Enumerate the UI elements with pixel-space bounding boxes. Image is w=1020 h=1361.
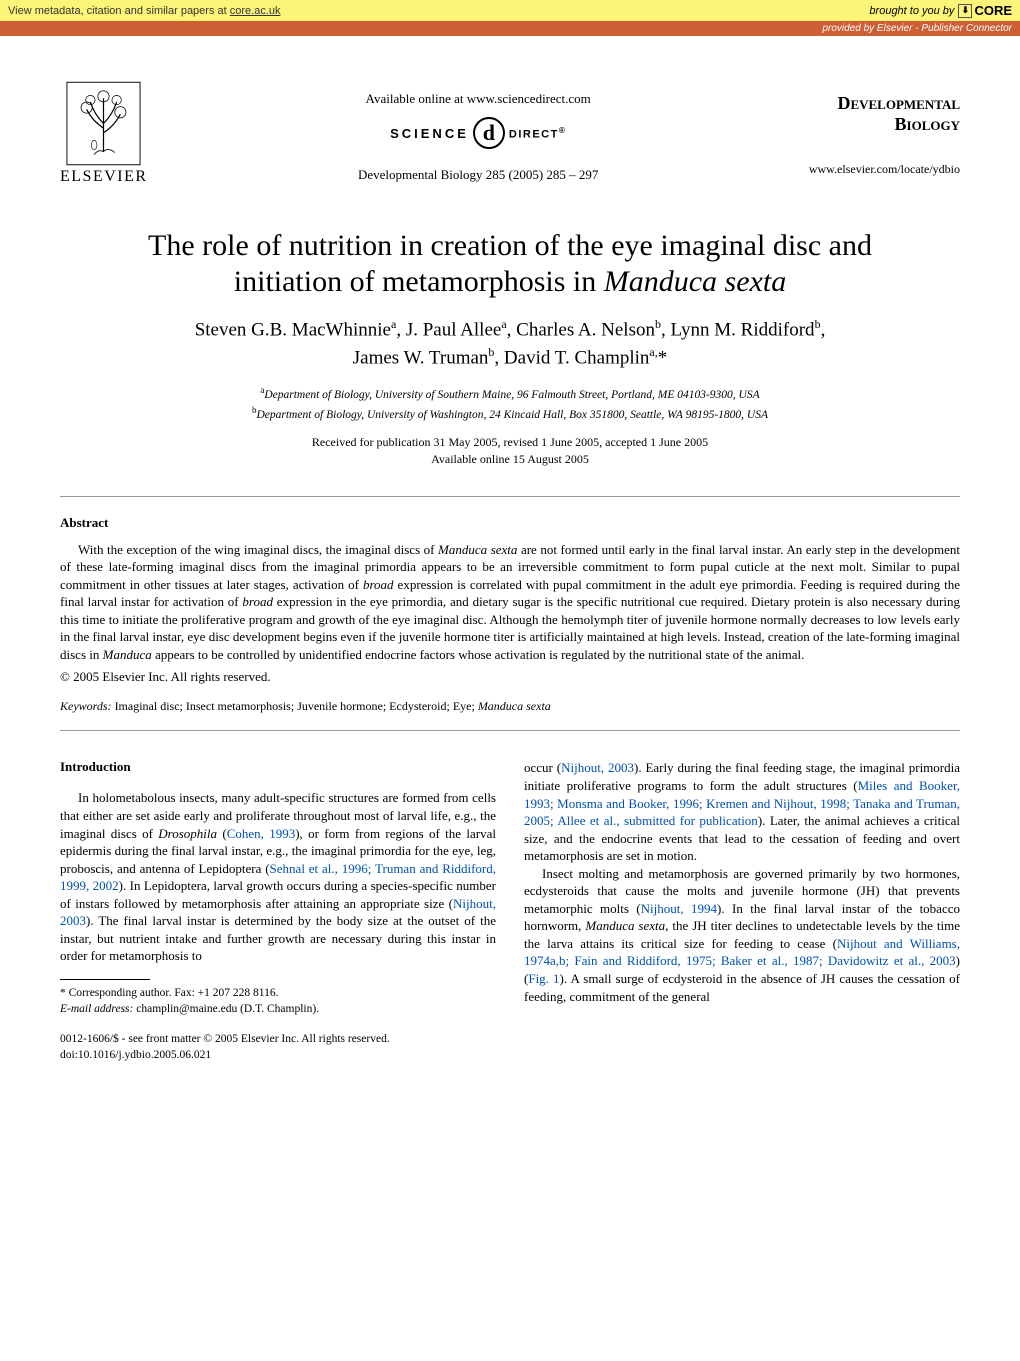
journal-line2: Biology xyxy=(895,114,960,134)
doi-line: doi:10.1016/j.ydbio.2005.06.021 xyxy=(60,1049,211,1061)
ref-cohen[interactable]: Cohen, 1993 xyxy=(227,826,296,841)
left-column: Introduction In holometabolous insects, … xyxy=(60,759,496,1063)
affiliations: aDepartment of Biology, University of So… xyxy=(60,384,960,424)
author-6: David T. Champlin xyxy=(504,347,649,368)
abstract-heading: Abstract xyxy=(60,515,960,531)
core-logo[interactable]: ⬇ CORE xyxy=(958,3,1012,18)
article-title: The role of nutrition in creation of the… xyxy=(120,228,900,300)
right-column: occur (Nijhout, 2003). Early during the … xyxy=(524,759,960,1063)
keywords-label: Keywords: xyxy=(60,699,112,713)
core-download-icon: ⬇ xyxy=(958,4,972,18)
email-value: champlin@maine.edu (D.T. Champlin). xyxy=(133,1003,319,1015)
header-row: ELSEVIER Available online at www.science… xyxy=(60,81,960,186)
core-label: CORE xyxy=(974,3,1012,18)
sd-direct: DIRECT® xyxy=(509,126,566,141)
elsevier-logo: ELSEVIER xyxy=(60,81,148,186)
received-date: Received for publication 31 May 2005, re… xyxy=(312,435,708,449)
online-date: Available online 15 August 2005 xyxy=(431,452,589,466)
abstract-text: With the exception of the wing imaginal … xyxy=(60,541,960,664)
intro-left-text: In holometabolous insects, many adult-sp… xyxy=(60,789,496,964)
sd-science: SCIENCE xyxy=(390,126,469,141)
keywords-text: Imaginal disc; Insect metamorphosis; Juv… xyxy=(112,699,478,713)
abstract-top-rule xyxy=(60,496,960,497)
ref-nijhout-2003b[interactable]: Nijhout, 2003 xyxy=(561,760,634,775)
journal-column: Developmental Biology www.elsevier.com/l… xyxy=(809,81,960,177)
email-label: E-mail address: xyxy=(60,1003,133,1015)
publication-dates: Received for publication 31 May 2005, re… xyxy=(60,434,960,468)
affiliation-b: Department of Biology, University of Was… xyxy=(256,409,768,421)
title-species: Manduca sexta xyxy=(604,265,786,298)
header-center: Available online at www.sciencedirect.co… xyxy=(148,81,809,183)
abstract-copyright: © 2005 Elsevier Inc. All rights reserved… xyxy=(60,669,960,685)
core-brought-by: brought to you by ⬇ CORE xyxy=(869,3,1012,18)
core-banner: View metadata, citation and similar pape… xyxy=(0,0,1020,21)
intro-right-text: occur (Nijhout, 2003). Early during the … xyxy=(524,759,960,1005)
introduction-heading: Introduction xyxy=(60,759,496,775)
corr-author-text: * Corresponding author. Fax: +1 207 228 … xyxy=(60,987,278,999)
ref-fig1[interactable]: Fig. 1 xyxy=(528,971,559,986)
provided-by-text: provided by Elsevier - Publisher Connect… xyxy=(822,23,1012,34)
sd-circle-icon: d xyxy=(473,117,505,149)
corresponding-footnote: * Corresponding author. Fax: +1 207 228 … xyxy=(60,985,496,1017)
authors: Steven G.B. MacWhinniea, J. Paul Alleea,… xyxy=(60,316,960,372)
journal-line1: Developmental xyxy=(837,93,960,113)
author-2: J. Paul Allee xyxy=(406,319,502,340)
keywords-species: Manduca sexta xyxy=(478,699,551,713)
available-online-text: Available online at www.sciencedirect.co… xyxy=(148,91,809,107)
journal-name: Developmental Biology xyxy=(809,93,960,134)
body-columns: Introduction In holometabolous insects, … xyxy=(60,759,960,1063)
elsevier-text: ELSEVIER xyxy=(60,168,148,186)
author-1: Steven G.B. MacWhinnie xyxy=(195,319,391,340)
author-5: James W. Truman xyxy=(353,347,489,368)
metadata-prefix: View metadata, citation and similar pape… xyxy=(8,5,230,17)
author-3: Charles A. Nelson xyxy=(516,319,655,340)
issn-line: 0012-1606/$ - see front matter © 2005 El… xyxy=(60,1033,390,1045)
sciencedirect-logo: SCIENCE d DIRECT® xyxy=(390,117,566,149)
elsevier-tree-icon xyxy=(66,81,141,166)
core-link[interactable]: core.ac.uk xyxy=(230,5,281,17)
journal-url: www.elsevier.com/locate/ydbio xyxy=(809,162,960,177)
footnote-rule xyxy=(60,979,150,980)
citation-line: Developmental Biology 285 (2005) 285 – 2… xyxy=(148,167,809,183)
footer-info: 0012-1606/$ - see front matter © 2005 El… xyxy=(60,1031,496,1063)
core-metadata-text: View metadata, citation and similar pape… xyxy=(8,5,281,17)
page-content: ELSEVIER Available online at www.science… xyxy=(0,36,1020,1103)
abstract-bottom-rule xyxy=(60,730,960,731)
affiliation-a: Department of Biology, University of Sou… xyxy=(264,389,759,401)
brought-by-text: brought to you by xyxy=(869,5,954,17)
keywords: Keywords: Imaginal disc; Insect metamorp… xyxy=(60,699,960,714)
author-4: Lynn M. Riddiford xyxy=(670,319,814,340)
provided-by-banner: provided by Elsevier - Publisher Connect… xyxy=(0,21,1020,36)
ref-nijhout-1994[interactable]: Nijhout, 1994 xyxy=(641,901,717,916)
